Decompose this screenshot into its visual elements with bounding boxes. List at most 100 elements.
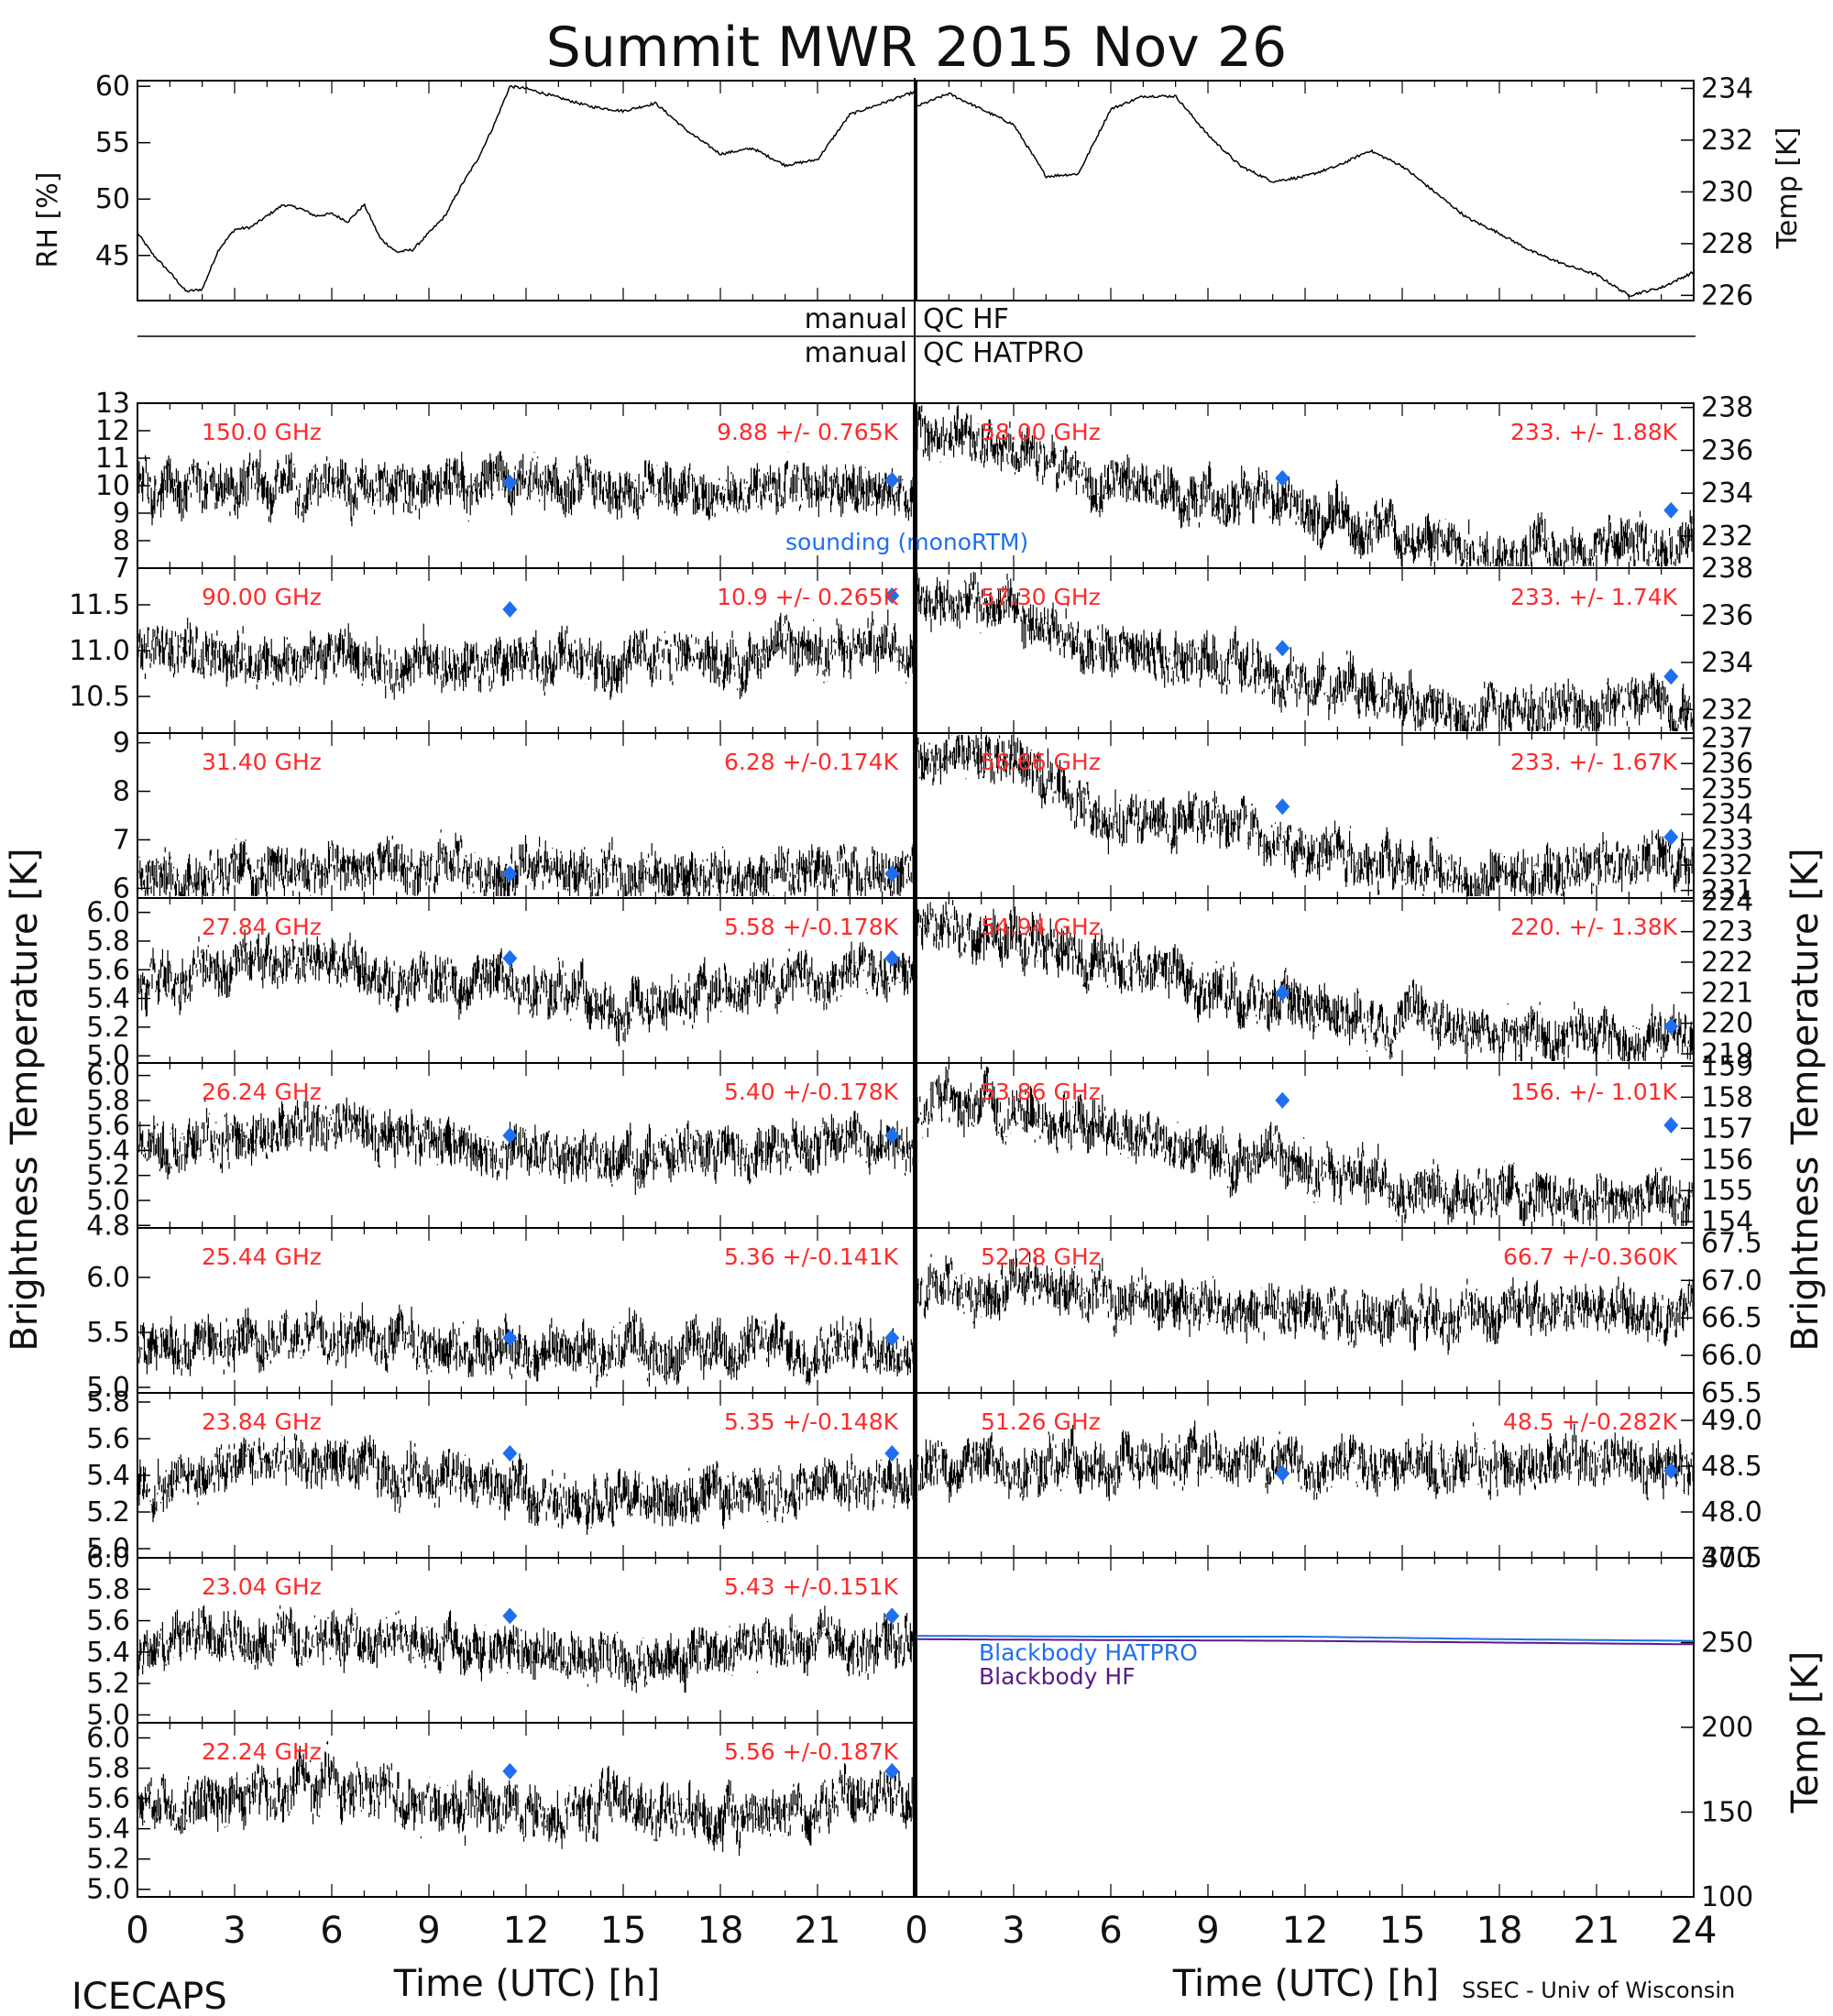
panels: 4550556022622823023223478910111213150.0 … xyxy=(69,71,1762,1952)
tb-left-9-ytick: 5.8 xyxy=(86,1753,130,1785)
tb-right-5-stats-label: 156. +/- 1.01K xyxy=(1510,1079,1678,1105)
tb-left-1-ytick: 8 xyxy=(113,525,130,557)
tb-right-6-ytick: 66.5 xyxy=(1701,1302,1762,1334)
credit-label: SSEC - Univ of Wisconsin xyxy=(1462,1978,1735,2003)
tb-left-5-ytick: 4.8 xyxy=(86,1210,130,1242)
tb-left-8-sounding-point xyxy=(884,1607,900,1625)
figure-title: Summit MWR 2015 Nov 26 xyxy=(546,16,1287,80)
xtick-left: 6 xyxy=(320,1910,343,1952)
xtick-right: 3 xyxy=(1002,1910,1025,1952)
blackbody-ytick: 100 xyxy=(1701,1881,1753,1913)
tb-right-3-ytick: 236 xyxy=(1701,748,1753,780)
xtick-right: 24 xyxy=(1671,1910,1718,1952)
tb-left-1-ytick: 11 xyxy=(95,443,130,475)
tb-right-6-ytick: 67.5 xyxy=(1701,1227,1762,1259)
legend-blackbody-hatpro: Blackbody HATPRO xyxy=(979,1639,1198,1666)
tb-left-3-ytick: 9 xyxy=(113,728,130,760)
tb-left-4-ytick: 5.6 xyxy=(86,954,130,986)
tb-left-8-ytick: 5.4 xyxy=(86,1637,130,1669)
blackbody-series-1 xyxy=(916,1635,1695,1642)
tb-right-6-ytick: 67.0 xyxy=(1701,1265,1762,1297)
tb-right-5-ytick: 158 xyxy=(1701,1081,1753,1113)
tb-left-5-ytick: 5.6 xyxy=(86,1110,130,1142)
tb-right-3-ytick: 234 xyxy=(1701,799,1753,831)
tb-right-2-sounding-point xyxy=(1663,668,1679,685)
tb-left-9-stats-label: 5.56 +/-0.187K xyxy=(724,1738,899,1765)
tb-left-5-sounding-point xyxy=(884,1127,900,1145)
tb-right-7-freq-label: 51.26 GHz xyxy=(981,1408,1101,1435)
tb-left-7-sounding-point xyxy=(502,1445,518,1462)
blackbody-series-2 xyxy=(916,1638,1694,1646)
temp-axis-label: Temp [K] xyxy=(1772,127,1804,250)
tb-left-3-ytick: 8 xyxy=(113,776,130,808)
tb-right-3-ytick: 233 xyxy=(1701,824,1753,856)
tb-left-9-freq-label: 22.24 GHz xyxy=(202,1738,322,1765)
tb-right-5-ytick: 159 xyxy=(1701,1050,1753,1082)
blackbody-ytick: 250 xyxy=(1701,1627,1753,1660)
tb-left-7-ytick: 5.2 xyxy=(86,1496,130,1528)
temp-panel-ytick: 228 xyxy=(1701,228,1753,260)
tb-left-4-ytick: 5.0 xyxy=(86,1040,130,1072)
tb-right-1-ytick: 234 xyxy=(1701,477,1753,509)
tb-right-4-ytick: 222 xyxy=(1701,947,1753,979)
tb-right-2-sounding-point xyxy=(1275,640,1290,657)
tb-right-4-freq-label: 54.94 GHz xyxy=(981,914,1101,940)
tb-axis-label-left: Brightness Temperature [K] xyxy=(4,848,46,1351)
rh-panel-ytick: 60 xyxy=(95,71,130,103)
tb-left-6-freq-label: 25.44 GHz xyxy=(202,1244,322,1270)
tb-left-8-ytick: 5.8 xyxy=(86,1573,130,1605)
tb-left-3-data xyxy=(137,829,916,896)
blackbody-ytick: 300 xyxy=(1701,1542,1753,1574)
tb-right-6-stats-label: 66.7 +/-0.360K xyxy=(1503,1244,1678,1270)
xtick-left: 15 xyxy=(600,1910,647,1952)
temp-panel-ytick: 234 xyxy=(1701,72,1753,104)
tb-left-2-freq-label: 90.00 GHz xyxy=(202,584,322,610)
tb-left-5-ytick: 5.0 xyxy=(86,1185,130,1217)
rh-axis-label: RH [%] xyxy=(32,172,64,268)
xtick-left: 0 xyxy=(126,1910,148,1952)
qc-strip: manual QC HF manual QC HATPRO xyxy=(137,303,1696,369)
tb-right-7-ytick: 47.5 xyxy=(1701,1542,1762,1574)
tb-left-3-sounding-point xyxy=(884,865,900,882)
tb-right-3-ytick: 232 xyxy=(1701,849,1753,882)
tb-left-6-sounding-point xyxy=(502,1330,518,1346)
blackbody-ytick: 150 xyxy=(1701,1797,1753,1829)
tb-left-5-data xyxy=(137,1090,916,1195)
tb-right-4-sounding-point xyxy=(1663,1018,1679,1035)
tb-right-7-sounding-point xyxy=(1663,1463,1679,1479)
tb-right-6-freq-label: 52.28 GHz xyxy=(981,1244,1101,1270)
xtick-left: 9 xyxy=(417,1910,440,1952)
rh-panel-ytick: 55 xyxy=(95,127,130,159)
tb-left-2-ytick: 10.5 xyxy=(69,681,130,713)
tb-left-9-sounding-point xyxy=(502,1762,518,1780)
tb-right-1-ytick: 236 xyxy=(1701,434,1753,466)
tb-left-8-stats-label: 5.43 +/-0.151K xyxy=(724,1573,899,1600)
tb-left-9-ytick: 5.2 xyxy=(86,1844,130,1876)
tb-left-8-ytick: 5.2 xyxy=(86,1668,130,1700)
tb-right-6-ytick: 65.5 xyxy=(1701,1377,1762,1409)
tb-right-7-sounding-point xyxy=(1275,1465,1290,1482)
tb-left-8-ytick: 5.0 xyxy=(86,1699,130,1731)
xtick-left: 21 xyxy=(795,1910,841,1952)
tb-left-5-sounding-point xyxy=(502,1127,518,1145)
tb-right-4-sounding-point xyxy=(1275,984,1290,1002)
tb-right-3-stats-label: 233. +/- 1.67K xyxy=(1510,749,1678,775)
tb-left-5-stats-label: 5.40 +/-0.178K xyxy=(724,1079,899,1105)
tb-left-8-data xyxy=(137,1605,916,1693)
tb-left-6-ytick: 5.0 xyxy=(86,1372,130,1404)
tb-right-3-ytick: 237 xyxy=(1701,723,1753,755)
tb-left-8-ytick: 6.0 xyxy=(86,1542,130,1574)
tb-left-6-ytick: 5.5 xyxy=(86,1317,130,1349)
time-axis-label-right: Time (UTC) [h] xyxy=(1172,1963,1439,2005)
tb-left-7-stats-label: 5.35 +/-0.148K xyxy=(724,1408,899,1435)
tb-left-7-ytick: 5.8 xyxy=(86,1386,130,1419)
temp-panel-ytick: 226 xyxy=(1701,279,1753,312)
tb-right-5-sounding-point xyxy=(1663,1116,1679,1134)
qc-right-label-1: QC HF xyxy=(923,303,1009,335)
tb-left-1-data xyxy=(137,449,916,527)
tb-left-8-ytick: 5.6 xyxy=(86,1605,130,1638)
qc-left-label-2: manual xyxy=(805,337,907,369)
xtick-left: 18 xyxy=(697,1910,744,1952)
tb-right-4-ytick: 223 xyxy=(1701,916,1753,948)
tb-left-7-ytick: 5.4 xyxy=(86,1460,130,1492)
